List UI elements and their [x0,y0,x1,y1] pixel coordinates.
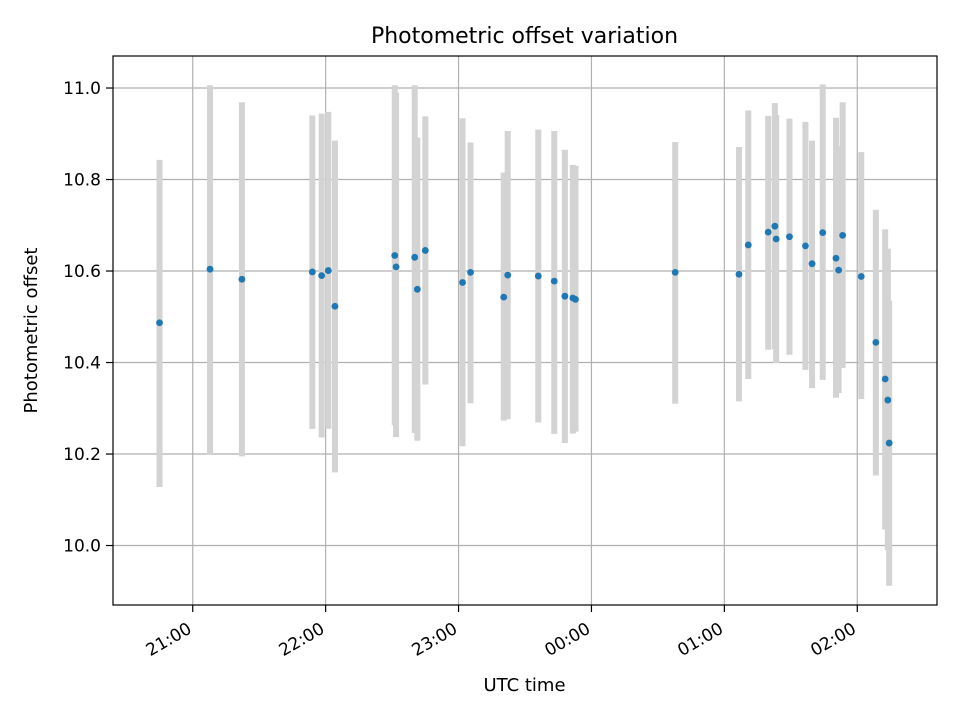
y-tick-label: 11.0 [63,79,101,99]
x-tick-label: 02:00 [807,619,859,661]
y-axis-label: Photometric offset [21,248,42,414]
data-point [885,439,893,447]
data-point [392,263,400,271]
x-tick-label: 22:00 [276,619,328,661]
data-point [413,285,421,293]
data-point [808,260,816,268]
data-point [561,292,569,300]
data-point [872,338,880,346]
data-point [572,295,579,303]
plot-frame [112,55,938,606]
data-point [802,242,809,250]
data-point [156,319,163,327]
x-tick-label: 01:00 [674,619,726,661]
y-tick-label: 10.8 [63,171,101,191]
y-tick-label: 10.6 [63,262,101,282]
data-point [764,228,772,236]
x-axis-ticks: 21:00 22:00 23:00 00:00 01:00 02:00 [143,605,860,661]
data-point [884,396,892,404]
errorbar-layer [156,84,893,586]
data-point [744,241,752,249]
data-point [832,254,840,262]
data-point [308,268,316,276]
data-point [459,279,466,286]
data-point [881,375,889,383]
point-layer [156,222,893,447]
x-tick-label: 00:00 [542,619,594,661]
data-point [771,222,779,230]
data-point [331,302,339,310]
y-tick-label: 10.0 [63,537,101,557]
y-tick-label: 10.2 [63,445,101,465]
data-point [324,267,332,274]
data-point [238,275,246,283]
data-point [772,235,780,243]
data-point [206,265,214,273]
data-point [504,271,512,279]
data-point [421,247,429,254]
data-point [786,233,793,241]
data-point [735,270,743,278]
data-point [391,252,399,259]
x-tick-label: 23:00 [409,619,461,661]
data-point [671,268,679,276]
data-point [550,277,558,285]
data-point [411,253,419,261]
data-point [839,231,847,239]
x-axis-label: UTC time [483,675,565,696]
x-tick-label: 21:00 [143,619,195,661]
data-point [534,272,542,280]
y-axis-ticks: 10.0 10.2 10.4 10.6 10.8 11.0 [63,79,113,557]
data-point [500,293,508,301]
y-tick-label: 10.4 [63,354,101,374]
data-point [819,229,827,236]
chart-title: Photometric offset variation [371,24,678,49]
data-point [857,273,865,280]
data-point [318,272,326,279]
data-point [835,266,843,274]
grid-layer [113,56,937,605]
data-point [467,268,474,276]
